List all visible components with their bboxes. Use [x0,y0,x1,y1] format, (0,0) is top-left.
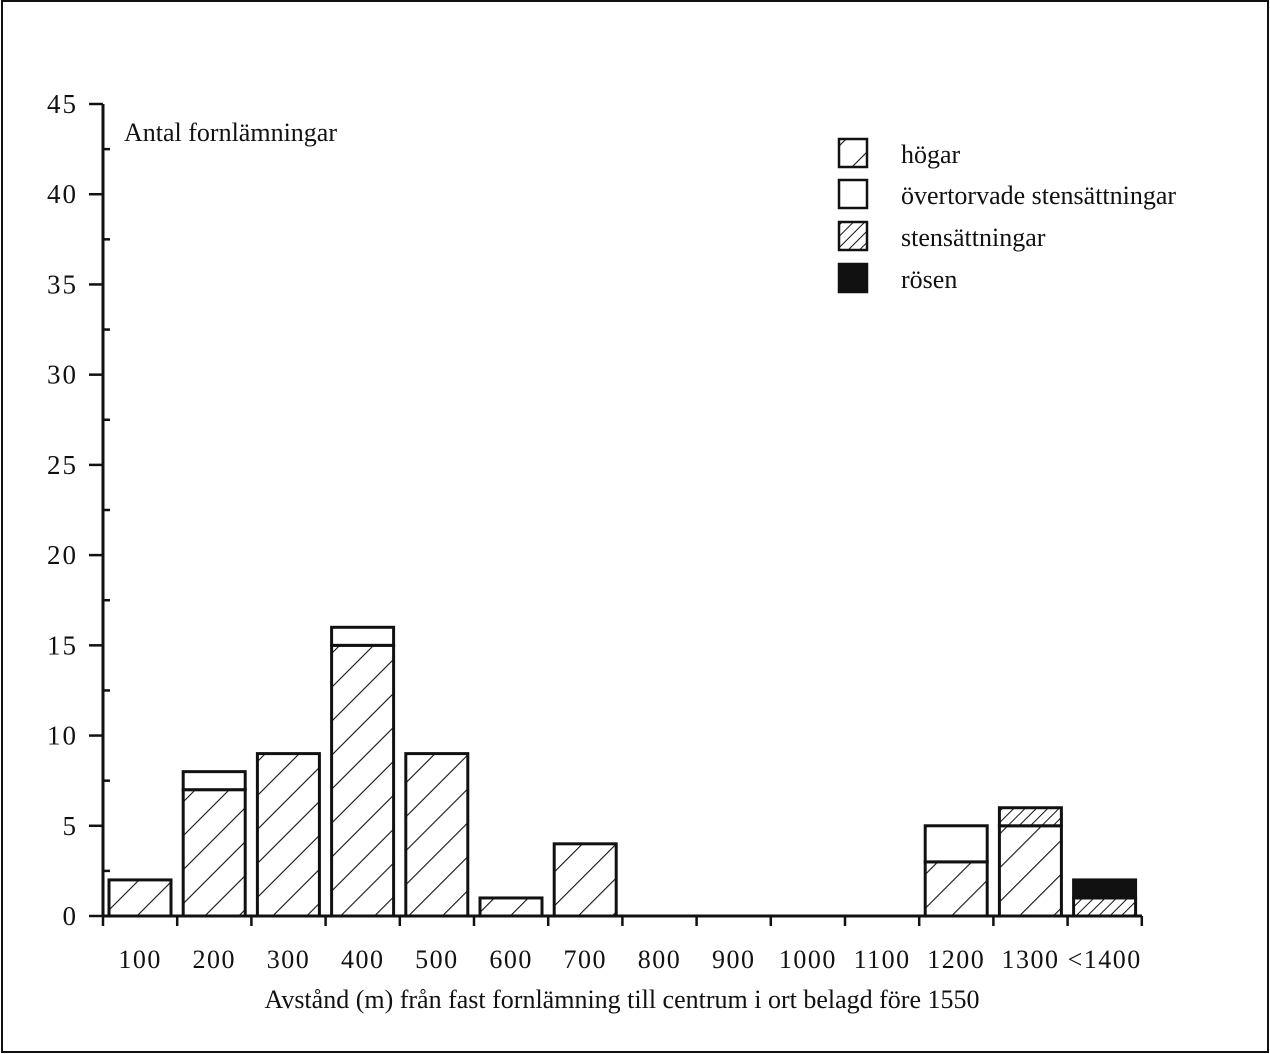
bar-segment [107,878,173,918]
x-tick-label: 300 [267,945,311,974]
bar-segment [923,860,989,918]
bar-segment [1072,878,1138,900]
x-tick-label: 500 [415,945,459,974]
legend-swatch-rosen [837,262,869,294]
x-tick-label: <1400 [1068,945,1142,974]
legend-item-overtorvade: övertorvade stensättningar [837,178,1176,210]
bar-segment [923,824,989,864]
legend-swatch-overtorvade [837,178,869,210]
y-tick-label: 35 [47,269,78,299]
legend-label-overtorvade: övertorvade stensättningar [901,181,1176,210]
bar-segment [552,842,618,918]
y-tick-label: 5 [63,811,79,841]
x-tick-label: 400 [341,945,385,974]
bar-segment [181,788,247,918]
legend-label-stensattningar: stensättningar [901,223,1046,252]
x-tick-label: 200 [193,945,237,974]
y-tick-label: 40 [47,179,78,209]
x-axis-label: Avstånd (m) från fast fornlämning till c… [264,985,979,1014]
legend-label-rosen: rösen [901,265,957,294]
y-axis-ticks: 0 5 10 15 20 25 30 35 40 45 [47,89,110,931]
legend-item-hogar: högar [837,137,961,169]
y-tick-label: 0 [63,901,79,931]
bar-segment [997,806,1063,828]
x-tick-label: 1300 [1002,945,1060,974]
x-tick-label: 900 [712,945,756,974]
legend-item-rosen: rösen [837,262,957,294]
bar-segment [997,824,1063,918]
y-axis-label: Antal fornlämningar [124,118,337,147]
x-tick-label: 800 [638,945,682,974]
x-tick-label: 700 [564,945,608,974]
x-axis-ticks: 100 200 300 400 500 600 700 800 900 1000 1100 1200 1… [101,916,1144,974]
legend-swatch-hogar [837,137,869,169]
bar-segment [478,896,544,918]
y-tick-label: 10 [47,721,78,751]
legend: högar övertorvade stensättningar stensät… [837,137,1176,294]
x-tick-label: 100 [118,945,162,974]
legend-item-stensattningar: stensättningar [837,220,1046,252]
bar-segment [404,752,470,918]
bars [107,625,1138,918]
x-tick-label: 600 [489,945,533,974]
legend-swatch-stensattningar [837,220,869,252]
bar-segment [181,770,247,792]
bar-segment [330,625,396,647]
x-tick-label: 1100 [854,945,911,974]
x-tick-label: 1000 [779,945,837,974]
bar-segment [255,752,321,918]
legend-label-hogar: högar [901,140,961,169]
y-tick-label: 20 [47,540,78,570]
y-tick-label: 25 [47,450,78,480]
y-tick-label: 15 [47,630,78,660]
y-tick-label: 45 [47,89,78,119]
bar-segment [1072,896,1138,918]
y-tick-label: 30 [47,360,78,390]
x-tick-label: 1200 [927,945,985,974]
bar-segment [330,643,396,918]
